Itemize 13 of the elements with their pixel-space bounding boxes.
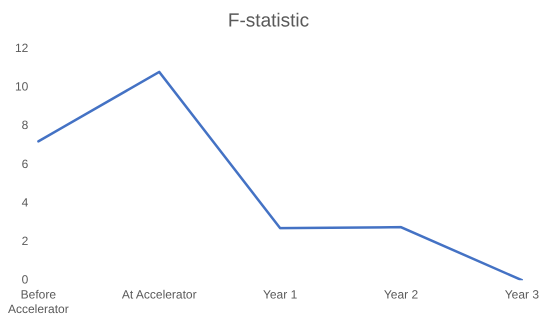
x-tick-label: Year 2 (384, 288, 418, 302)
y-tick-label: 6 (22, 156, 29, 171)
x-tick-label: Before Accelerator (8, 288, 69, 316)
y-tick-label: 2 (22, 234, 29, 248)
chart-title: F-statistic (228, 10, 310, 32)
y-tick-label: 12 (14, 41, 29, 56)
x-tick-label: Year 3 (504, 288, 540, 302)
y-tick-label: 10 (14, 80, 29, 94)
y-tick-label: 8 (22, 118, 29, 132)
y-tick-label: 4 (22, 195, 29, 210)
y-tick-label: 0 (22, 272, 29, 287)
x-tick-label: At Accelerator (122, 288, 197, 302)
x-tick-label: Year 1 (262, 288, 298, 302)
